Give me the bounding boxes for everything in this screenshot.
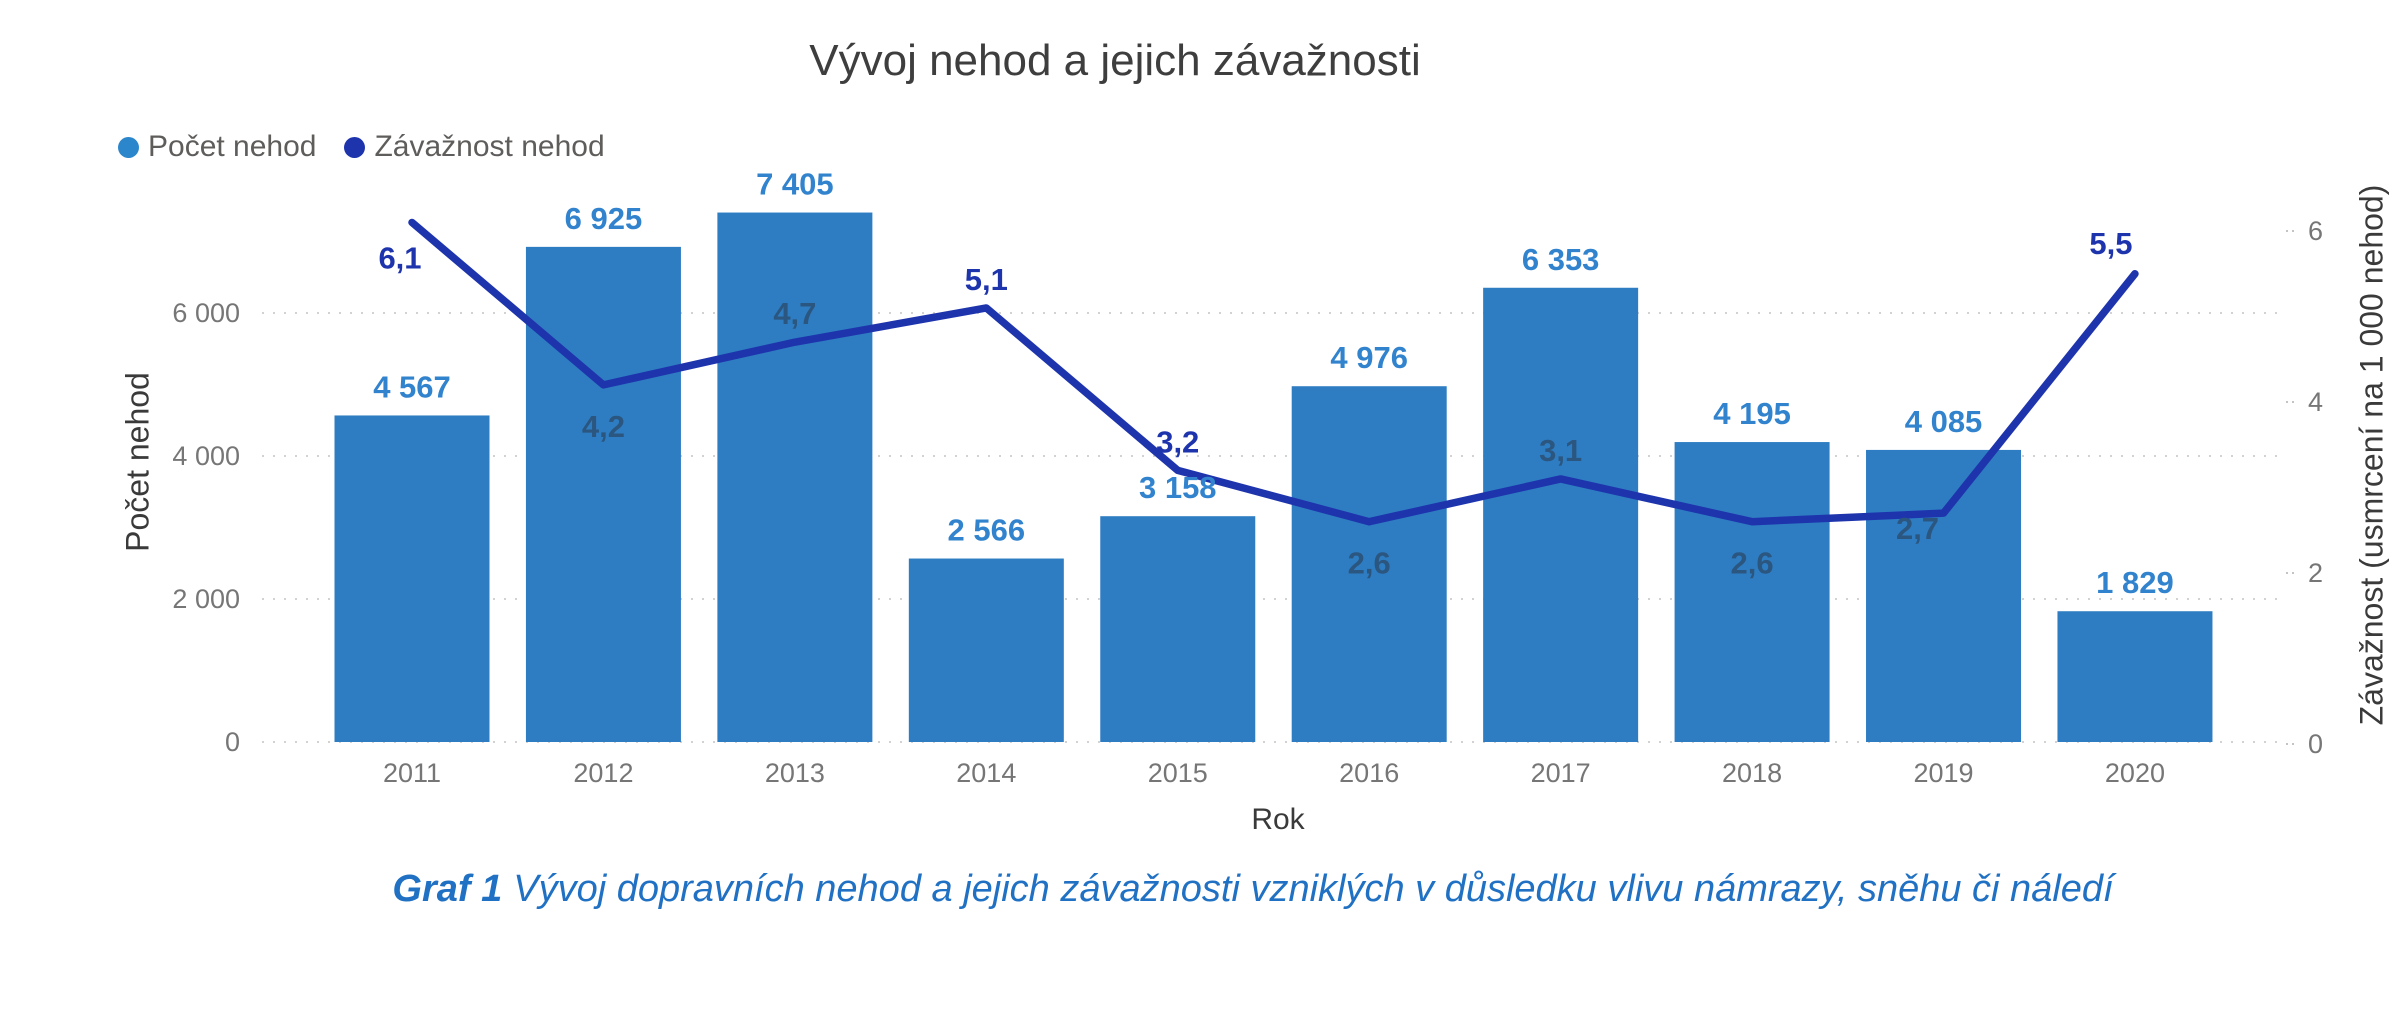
line-value-label-2017: 3,1 [1539, 433, 1582, 468]
bar-2016[interactable] [1291, 386, 1447, 742]
x-tick-label-2019: 2019 [1913, 758, 1973, 788]
bar-value-label-2018: 4 195 [1713, 396, 1791, 431]
bar-2014[interactable] [908, 558, 1064, 742]
legend-marker-bar-icon [118, 136, 139, 158]
legend-marker-line-icon [344, 136, 366, 158]
y-axis-title-left: Počet nehod [119, 372, 156, 552]
plot-area: 4 567 6 925 7 405 2 566 3 158 4 976 6 353 4 195… [172, 167, 2323, 788]
legend-label-zavaznost-nehod: Závažnost nehod [374, 130, 605, 163]
line-value-label-2019: 2,7 [1896, 511, 1939, 546]
bar-2017[interactable] [1483, 287, 1639, 742]
bar-value-label-2016: 4 976 [1330, 340, 1408, 375]
x-tick-label-2020: 2020 [2105, 758, 2165, 788]
y-left-tick-label-2: 4 000 [172, 441, 240, 471]
bar-2011[interactable] [334, 415, 490, 742]
line-value-label-2011: 6,1 [378, 240, 421, 275]
y-left-tick-label-1: 2 000 [172, 584, 240, 614]
bar-2020[interactable] [2057, 611, 2213, 742]
y-right-tick-label-3: 6 [2308, 216, 2323, 246]
y-right-tick-label-1: 2 [2308, 558, 2323, 588]
bar-2019[interactable] [1866, 449, 2022, 742]
line-value-label-2016: 2,6 [1348, 546, 1391, 581]
x-tick-label-2015: 2015 [1148, 758, 1208, 788]
y-right-tick-label-2: 4 [2308, 387, 2323, 417]
bar-2018[interactable] [1674, 442, 1830, 742]
chart-title: Vývoj nehod a jejich závažnosti [809, 36, 1421, 85]
x-tick-label-2012: 2012 [573, 758, 633, 788]
x-tick-label-2018: 2018 [1722, 758, 1782, 788]
bar-value-label-2013: 7 405 [756, 167, 834, 202]
line-value-label-2020: 5,5 [2089, 226, 2132, 261]
x-tick-label-2017: 2017 [1531, 758, 1591, 788]
line-value-label-2018: 2,6 [1731, 546, 1774, 581]
caption-text: Vývoj dopravních nehod a jejich závažnos… [513, 868, 2114, 910]
x-axis-title: Rok [1251, 803, 1305, 836]
bar-value-label-2020: 1 829 [2096, 565, 2174, 600]
bar-2013[interactable] [717, 212, 873, 743]
x-tick-label-2011: 2011 [383, 758, 441, 788]
caption-number: Graf 1 [392, 868, 503, 910]
bar-value-label-2019: 4 085 [1905, 404, 1983, 439]
bar-2015[interactable] [1100, 516, 1256, 742]
line-value-label-2014: 5,1 [965, 262, 1008, 297]
bar-value-label-2017: 6 353 [1522, 242, 1600, 277]
legend-item-zavaznost-nehod[interactable]: Závažnost nehod [344, 130, 605, 164]
y-axis-title-right: Závažnost (usmrcení na 1 000 nehod) [2353, 184, 2390, 726]
bar-2012[interactable] [525, 246, 681, 743]
severity-line[interactable] [408, 218, 2139, 526]
legend-item-pocet-nehod[interactable]: Počet nehod [118, 130, 316, 164]
bar-value-label-2012: 6 925 [565, 201, 643, 236]
x-tick-label-2013: 2013 [765, 758, 825, 788]
line-value-label-2012: 4,2 [582, 409, 625, 444]
bar-value-label-2015: 3 158 [1139, 470, 1217, 505]
bar-value-label-2011: 4 567 [373, 369, 451, 404]
y-right-tick-label-0: 0 [2308, 729, 2323, 759]
x-tick-label-2014: 2014 [956, 758, 1016, 788]
line-value-label-2013: 4,7 [773, 296, 816, 331]
x-tick-label-2016: 2016 [1339, 758, 1399, 788]
bar-value-label-2014: 2 566 [948, 513, 1026, 548]
line-value-label-2015: 3,2 [1156, 424, 1199, 459]
figure-caption: Graf 1 Vývoj dopravních nehod a jejich zá… [392, 868, 2113, 911]
y-left-tick-label-3: 6 000 [172, 298, 240, 328]
legend-label-pocet-nehod: Počet nehod [148, 130, 317, 163]
y-left-tick-label-0: 0 [225, 727, 240, 757]
legend: Počet nehod Závažnost nehod [118, 130, 605, 164]
